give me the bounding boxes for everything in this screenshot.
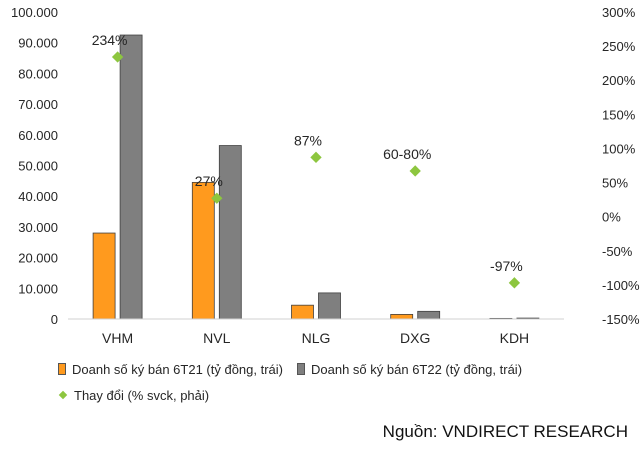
bar-vhm-1 <box>119 34 143 320</box>
change-data-label: 234% <box>92 32 128 48</box>
change-point-nlg <box>310 151 322 163</box>
legend-swatch-6t22 <box>297 363 306 375</box>
y2-tick-label: 100% <box>602 141 636 156</box>
legend-item-6t22: Doanh số ký bán 6T22 (tỷ đồng, trái) <box>297 362 522 377</box>
x-tick-label: KDH <box>500 330 530 346</box>
change-data-label: -97% <box>490 258 523 274</box>
change-data-label: 60-80% <box>383 146 431 162</box>
change-data-label: 87% <box>294 132 322 148</box>
y-tick-label: 100.000 <box>11 5 58 20</box>
y2-tick-label: 200% <box>602 73 636 88</box>
legend-item-6t21: Doanh số ký bán 6T21 (tỷ đồng, trái) <box>58 362 283 377</box>
x-tick-label: VHM <box>102 330 133 346</box>
legend-label-6t22: Doanh số ký bán 6T22 (tỷ đồng, trái) <box>311 361 523 377</box>
bar-vhm-0 <box>92 232 116 320</box>
bar-nvl-0 <box>191 181 215 320</box>
y-tick-label: 90.000 <box>18 36 58 51</box>
x-tick-label: DXG <box>400 330 430 346</box>
y2-tick-label: 0% <box>602 210 621 225</box>
change-point-vhm <box>111 51 124 63</box>
legend-marker-change <box>58 390 68 400</box>
bar-nvl-1 <box>218 145 242 320</box>
y-tick-label: 0 <box>51 312 58 327</box>
legend-row-1: Doanh số ký bán 6T21 (tỷ đồng, trái) Doa… <box>58 356 628 382</box>
y-tick-label: 70.000 <box>18 97 58 112</box>
y-tick-label: 40.000 <box>18 189 58 204</box>
bar-nlg-1 <box>318 292 341 320</box>
bar-dxg-0 <box>390 313 414 320</box>
y2-tick-label: 250% <box>602 39 636 54</box>
legend-row-2: Thay đổi (% svck, phải) <box>58 382 628 408</box>
y-tick-label: 30.000 <box>18 220 58 235</box>
y2-tick-label: -150% <box>602 312 640 327</box>
legend-label-6t21: Doanh số ký bán 6T21 (tỷ đồng, trái) <box>72 361 284 377</box>
y2-tick-label: 150% <box>602 107 636 122</box>
change-point-nvl <box>211 192 223 204</box>
bar-nlg-0 <box>291 304 314 320</box>
change-point-dxg <box>409 165 421 177</box>
y-tick-label: 20.000 <box>18 251 58 266</box>
legend-label-change: Thay đổi (% svck, phải) <box>74 387 210 403</box>
x-tick-label: NLG <box>302 330 331 346</box>
y2-tick-label: 50% <box>602 176 628 191</box>
y2-tick-label: -50% <box>602 244 633 259</box>
y-tick-label: 60.000 <box>18 128 58 143</box>
legend: Doanh số ký bán 6T21 (tỷ đồng, trái) Doa… <box>58 356 628 408</box>
change-point-kdh <box>508 277 521 289</box>
source-note: Nguồn: VNDIRECT RESEARCH <box>382 422 628 441</box>
legend-item-change: Thay đổi (% svck, phải) <box>58 388 209 403</box>
y-tick-label: 50.000 <box>18 159 58 174</box>
bar-dxg-1 <box>417 310 441 320</box>
legend-swatch-6t21 <box>58 363 66 375</box>
y-tick-label: 80.000 <box>18 66 58 81</box>
y-tick-label: 10.000 <box>18 281 58 296</box>
y2-tick-label: -100% <box>602 278 640 293</box>
x-tick-label: NVL <box>203 330 230 346</box>
change-data-label: 27% <box>195 173 223 189</box>
y2-tick-label: 300% <box>602 5 636 20</box>
